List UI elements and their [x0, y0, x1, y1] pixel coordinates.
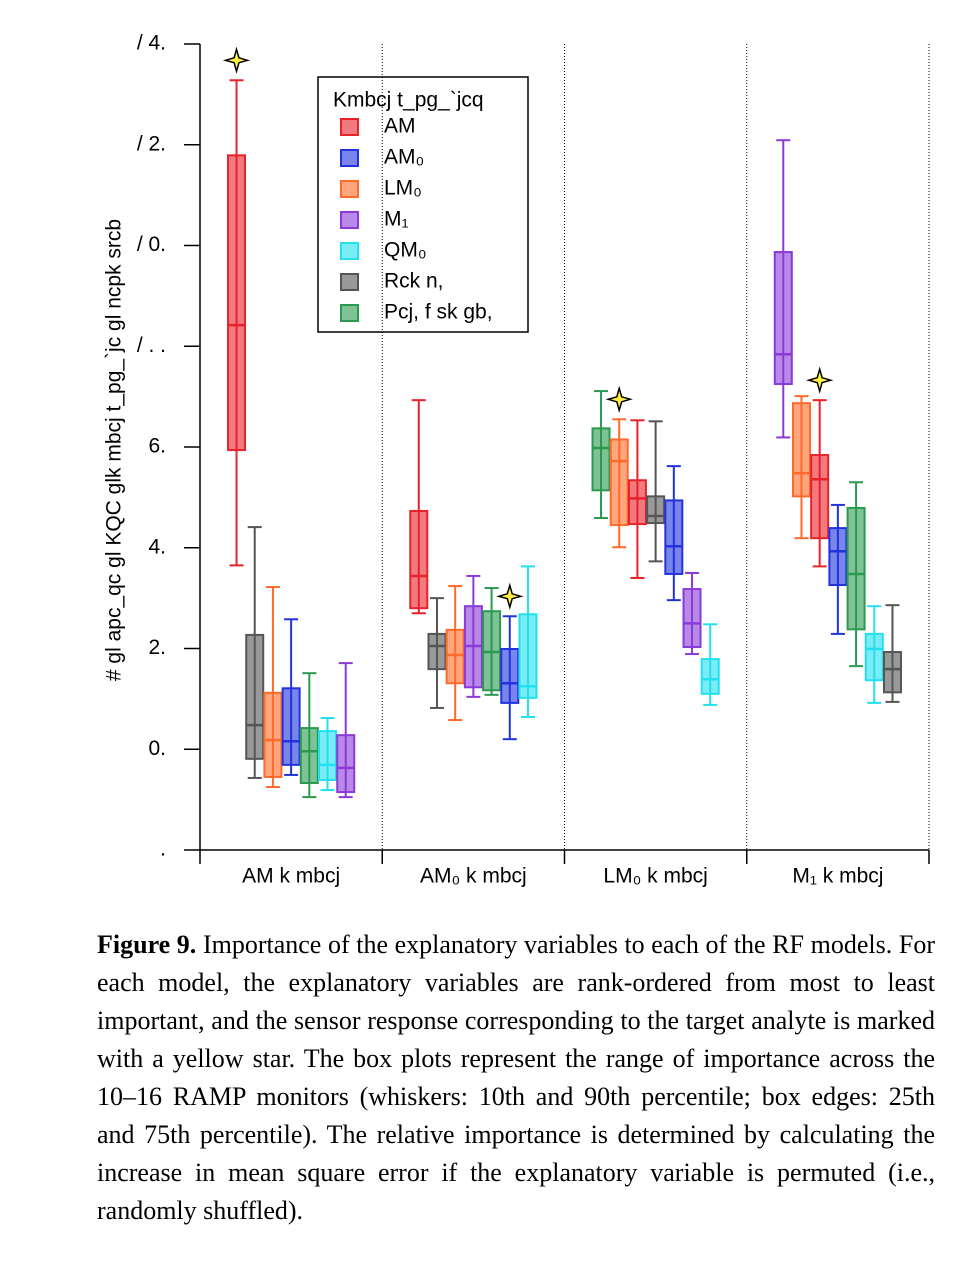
box	[646, 495, 666, 525]
box	[227, 154, 247, 452]
box	[664, 499, 684, 575]
box	[318, 730, 338, 781]
target-star	[805, 366, 834, 394]
box	[500, 648, 520, 704]
box	[299, 727, 319, 785]
box	[609, 438, 629, 527]
caption: Figure 9. Importance of the explanatory …	[97, 926, 935, 1230]
box	[682, 588, 702, 648]
box	[882, 651, 902, 694]
legend-swatch	[340, 118, 359, 136]
y-tick-label: 6.	[148, 435, 166, 458]
legend-swatch	[340, 211, 359, 229]
x-tick-label: AM k mbcj	[242, 865, 340, 888]
y-tick-label: 0.	[148, 737, 166, 760]
caption-text: Importance of the explanatory variables …	[97, 930, 935, 1225]
legend-title: Kmbcj t_pg_`jcq	[333, 89, 484, 112]
y-tick-label: 2.	[148, 636, 166, 659]
x-tick-label: M₁ k mbcj	[792, 865, 883, 888]
target-star	[605, 385, 633, 414]
y-axis-label: # gl apc_qc gl KQC glk mbcj t_pg_`jc gl …	[103, 219, 126, 681]
box	[263, 691, 283, 778]
box	[518, 613, 538, 699]
box	[245, 633, 265, 760]
box	[828, 527, 848, 587]
box	[409, 509, 429, 610]
box	[281, 687, 301, 766]
legend-label: QM₀	[384, 239, 427, 262]
legend-label: Rck n,	[384, 270, 444, 293]
box	[810, 454, 830, 540]
legend-box	[317, 76, 529, 333]
legend-swatch	[340, 242, 359, 260]
legend-label: AM₀	[384, 146, 424, 169]
y-tick-label: / 4.	[137, 32, 166, 55]
x-tick-label: LM₀ k mbcj	[603, 865, 707, 888]
box	[773, 251, 793, 386]
legend-swatch	[340, 273, 359, 291]
y-tick-label: 4.	[148, 535, 166, 558]
y-tick-label: / 2.	[137, 132, 166, 155]
y-tick-label: / . .	[137, 334, 166, 357]
legend-swatch	[340, 180, 359, 198]
box	[700, 658, 720, 695]
box	[791, 402, 811, 498]
box	[864, 632, 884, 682]
legend-label: AM	[384, 115, 416, 138]
legend-swatch	[340, 304, 359, 322]
x-tick-label: AM₀ k mbcj	[420, 865, 527, 888]
box	[427, 632, 447, 671]
target-star	[496, 582, 524, 611]
y-tick-label: .	[160, 838, 166, 861]
box	[591, 427, 611, 492]
caption-label: Figure 9.	[97, 930, 197, 959]
target-star	[222, 46, 251, 75]
legend-label: Pcj, f sk gb,	[384, 301, 493, 324]
box	[336, 734, 356, 794]
legend-label: M₁	[384, 208, 409, 231]
box	[482, 610, 502, 692]
chart: # gl apc_qc gl KQC glk mbcj t_pg_`jc gl …	[103, 32, 930, 888]
box	[445, 628, 465, 685]
y-tick-label: / 0.	[137, 233, 166, 256]
legend-label: LM₀	[384, 177, 422, 200]
box	[846, 506, 866, 631]
legend-swatch	[340, 149, 359, 167]
box	[627, 479, 647, 526]
